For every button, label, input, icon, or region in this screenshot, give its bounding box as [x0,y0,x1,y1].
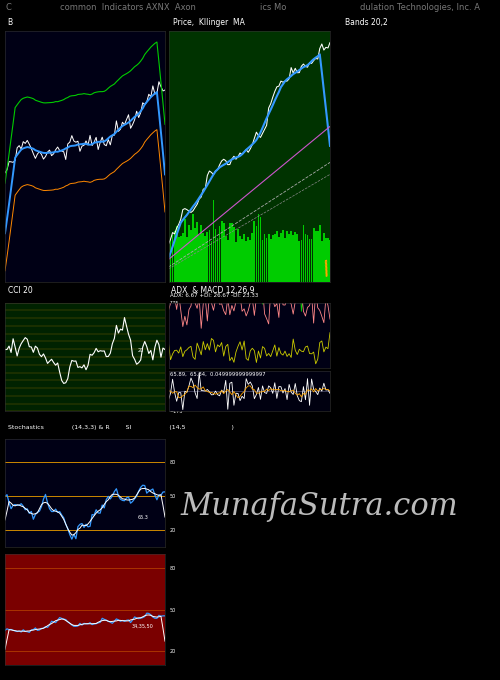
Bar [244,234,245,282]
Bar [227,240,228,282]
Text: CCI 20: CCI 20 [8,286,32,294]
Bar [239,236,241,282]
Bar [178,237,180,282]
Bar [264,234,266,282]
Bar [233,226,235,282]
Bar [223,223,224,282]
Bar [206,232,208,282]
Bar [254,221,255,282]
Text: /: / [320,258,333,279]
Bar [317,231,318,282]
Bar [186,237,188,282]
Bar [196,222,198,282]
Bar [286,231,288,282]
Bar [274,234,276,282]
Text: Stochastics              (14,3,3) & R        SI                   (14,5         : Stochastics (14,3,3) & R SI (14,5 [8,425,234,430]
Text: 65.3: 65.3 [138,515,148,520]
Bar [302,225,304,282]
Bar [306,235,308,282]
Text: MunafaSutra.com: MunafaSutra.com [180,491,458,522]
Bar [176,226,178,282]
Bar [229,223,230,282]
Text: Price,  Kllinger  MA: Price, Kllinger MA [172,18,244,27]
Bar [210,241,212,282]
Bar [323,233,324,282]
Text: 34,35,50: 34,35,50 [132,624,153,628]
Text: ADX  & MACD 12,26,9: ADX & MACD 12,26,9 [171,286,254,294]
Bar [225,236,226,282]
Bar [174,231,176,282]
Text: ADX: 6.67 +DI: 26.67 -DI: 23.33: ADX: 6.67 +DI: 26.67 -DI: 23.33 [170,293,258,298]
Bar [298,241,300,282]
Bar [284,238,286,282]
Bar [252,233,253,282]
Bar [313,228,314,282]
Bar [172,235,173,282]
Bar [319,225,320,282]
Bar [280,233,282,282]
Bar [188,226,190,282]
Bar [258,214,260,282]
Bar [282,230,284,282]
Bar [290,231,292,282]
Bar [329,240,331,282]
Bar [241,239,243,282]
Bar [310,239,312,282]
Bar [260,216,262,282]
Bar [321,241,322,282]
Bar [270,239,272,282]
Bar [256,226,258,282]
Bar [248,237,249,282]
Text: ics Mo: ics Mo [260,3,286,12]
Text: dulation Technologies, Inc. A: dulation Technologies, Inc. A [360,3,480,12]
Bar [194,228,196,282]
Text: B: B [8,18,12,27]
Text: C: C [5,3,11,12]
Bar [292,235,294,282]
Bar [246,241,247,282]
Bar [170,240,172,282]
Bar [268,234,270,282]
Text: 65.89,  65.84,  0.049999999999997: 65.89, 65.84, 0.049999999999997 [170,371,265,376]
Bar [192,214,194,282]
Bar [308,239,310,282]
Bar [300,240,302,282]
Text: Bands 20,2: Bands 20,2 [345,18,388,27]
Bar [190,230,192,282]
Bar [294,232,296,282]
Bar [296,234,298,282]
Bar [180,235,182,282]
Bar [184,219,186,282]
Bar [325,238,327,282]
Bar [208,230,210,282]
Bar [168,231,170,282]
Bar [216,239,218,282]
Bar [237,229,239,282]
Bar [218,226,220,282]
Bar [315,231,316,282]
Bar [262,240,264,282]
Bar [304,234,306,282]
Bar [272,235,274,282]
Bar [250,240,251,282]
Bar [327,237,329,282]
Bar [198,235,200,282]
Bar [276,231,278,282]
Bar [221,221,222,282]
Bar [202,233,204,282]
Bar [182,233,184,282]
Text: common  Indicators AXNX  Axon: common Indicators AXNX Axon [60,3,196,12]
Bar [212,200,214,282]
Bar [200,225,202,282]
Bar [214,228,216,282]
Bar [231,223,232,282]
Bar [266,238,268,282]
Bar [204,236,206,282]
Bar [278,237,280,282]
Bar [288,234,290,282]
Bar [235,241,237,282]
Text: 20: 20 [138,348,144,354]
